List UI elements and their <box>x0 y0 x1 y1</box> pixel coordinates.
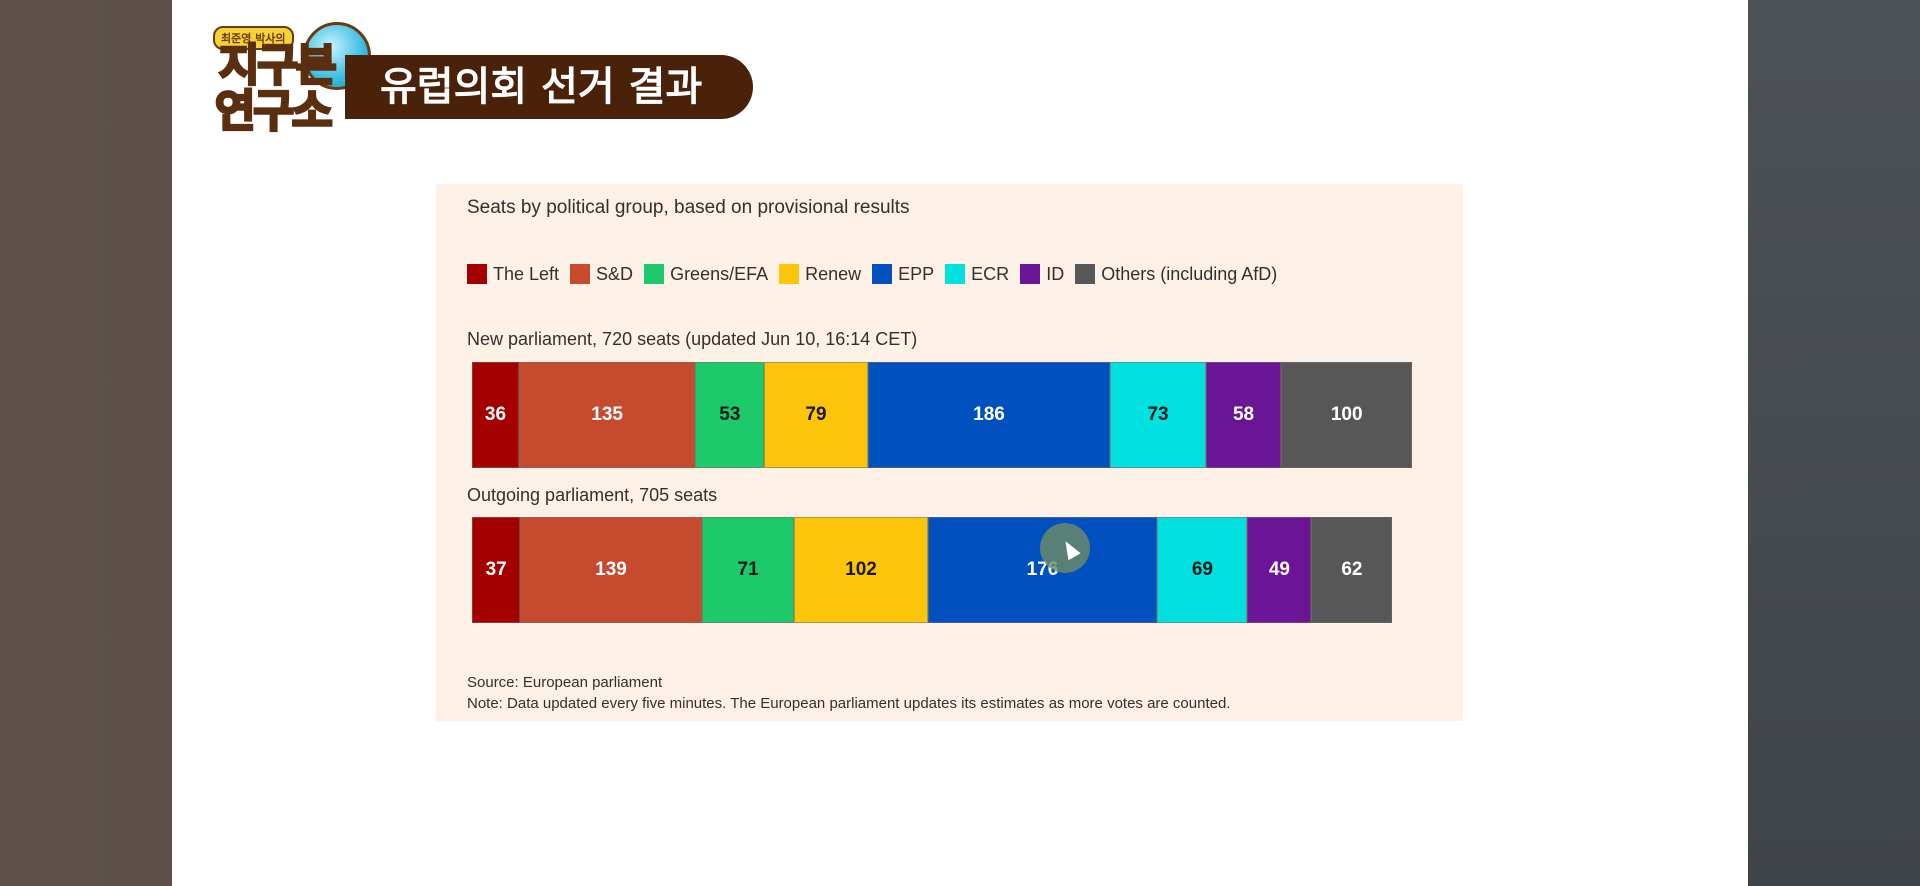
logo-line-1: 지구본 <box>217 40 337 91</box>
bar-segment: 176 <box>927 517 1158 623</box>
legend-label: Greens/EFA <box>670 263 769 284</box>
bar-segment: 62 <box>1311 517 1393 623</box>
bar-segment: 73 <box>1110 362 1206 468</box>
bar-segment: 186 <box>867 362 1111 468</box>
legend-label: S&D <box>596 263 634 284</box>
legend-item: EPP <box>872 264 934 285</box>
bar-segment: 79 <box>764 362 868 468</box>
row-label-new: New parliament, 720 seats (updated Jun 1… <box>467 329 918 349</box>
legend-item: S&D <box>570 264 633 285</box>
chart-notes: Source: European parliament Note: Data u… <box>467 672 1230 714</box>
bar-segment: 135 <box>519 362 696 468</box>
legend-swatch <box>872 264 893 284</box>
legend-label: ID <box>1046 263 1065 284</box>
legend-label: The Left <box>493 263 560 284</box>
legend-item: The Left <box>467 264 559 285</box>
bar-segment: 69 <box>1157 517 1248 623</box>
legend-swatch <box>1020 264 1041 284</box>
legend-label: Others (including AfD) <box>1101 263 1278 284</box>
legend-item: Renew <box>779 264 861 285</box>
bar-segment: 53 <box>695 362 765 468</box>
legend-swatch <box>644 264 665 284</box>
cursor-highlight <box>1040 523 1090 573</box>
bar-segment: 37 <box>472 517 521 623</box>
logo-line-2: 연구소 <box>213 86 333 137</box>
chart-legend: The Left S&D Greens/EFA Renew EPP ECR ID Others… <box>467 263 1288 285</box>
channel-logo: 최준영 박사의 지구본 연구소 <box>205 22 371 150</box>
bar-segment: 100 <box>1281 362 1412 468</box>
legend-item: ECR <box>945 264 1009 285</box>
row-label-outgoing: Outgoing parliament, 705 seats <box>467 485 718 505</box>
legend-swatch <box>1075 264 1096 284</box>
logo-badge: 최준영 박사의 <box>213 26 294 50</box>
legend-item: ID <box>1020 264 1064 285</box>
legend-label: EPP <box>898 263 935 284</box>
bar-segment: 49 <box>1247 517 1312 623</box>
right-backdrop <box>1748 0 1920 886</box>
slide-title: 유럽의회 선거 결과 <box>380 64 703 110</box>
legend-label: ECR <box>971 263 1010 284</box>
bar-segment: 58 <box>1205 362 1282 468</box>
bar-row-outgoing: 37 139 71 102 176 69 49 62 <box>472 517 1393 623</box>
bar-segment: 71 <box>701 517 795 623</box>
legend-swatch <box>570 264 591 284</box>
bar-row-new: 36 135 53 79 186 73 58 100 <box>472 362 1412 468</box>
legend-swatch <box>467 264 487 284</box>
bar-segment: 102 <box>794 517 928 623</box>
legend-label: Renew <box>805 263 862 284</box>
update-note: Note: Data updated every five minutes. T… <box>467 695 1231 712</box>
legend-swatch <box>945 264 966 284</box>
source-note: Source: European parliament <box>467 674 663 691</box>
bar-segment: 36 <box>472 362 519 468</box>
legend-swatch <box>779 264 800 284</box>
bar-segment: 139 <box>520 517 702 623</box>
legend-item: Others (including AfD) <box>1075 264 1277 285</box>
title-bar <box>345 55 753 119</box>
chart-subtitle: Seats by political group, based on provi… <box>467 197 910 218</box>
legend-item: Greens/EFA <box>644 264 768 285</box>
